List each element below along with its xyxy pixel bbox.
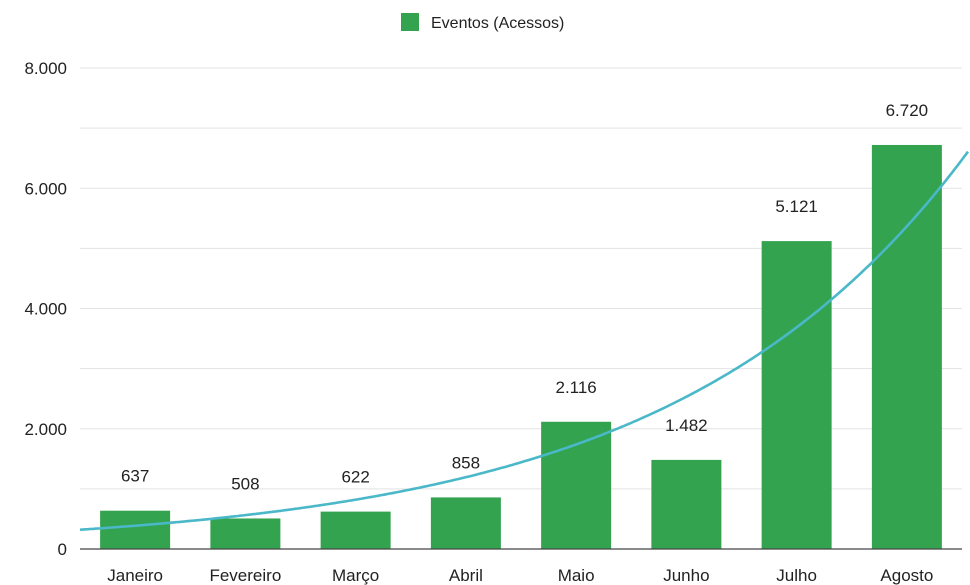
y-tick-label: 2.000 [24, 420, 67, 439]
x-tick-label: Maio [558, 566, 595, 585]
y-tick-labels: 0 2.000 4.000 6.000 8.000 [24, 59, 67, 559]
y-tick-label: 4.000 [24, 300, 67, 319]
data-label: 508 [231, 474, 259, 493]
bar-janeiro [100, 510, 171, 549]
bar-fevereiro [210, 518, 281, 549]
x-tick-label: Março [332, 566, 379, 585]
x-tick-label: Abril [449, 566, 483, 585]
data-label: 858 [452, 453, 480, 472]
data-labels: 637 508 622 858 2.116 1.482 5.121 6.720 [121, 101, 928, 493]
bar-maio [541, 421, 612, 549]
y-tick-label: 6.000 [24, 179, 67, 198]
legend-label: Eventos (Acessos) [431, 15, 564, 32]
x-tick-label: Junho [663, 566, 709, 585]
trendline [79, 150, 970, 531]
bar-junho [651, 459, 722, 549]
bar-março [320, 511, 391, 549]
x-tick-label: Agosto [880, 566, 933, 585]
legend: Eventos (Acessos) [401, 13, 564, 32]
bar-agosto [871, 144, 942, 549]
data-label: 1.482 [665, 416, 708, 435]
x-tick-label: Janeiro [107, 566, 163, 585]
bars [100, 144, 942, 550]
data-label: 2.116 [555, 378, 596, 397]
x-tick-label: Julho [776, 566, 817, 585]
y-tick-label: 8.000 [24, 59, 67, 78]
y-tick-label: 0 [58, 540, 67, 559]
trendline-group [79, 150, 970, 531]
bar-julho [761, 241, 832, 550]
data-label: 5.121 [775, 197, 818, 216]
gridlines [80, 67, 962, 490]
data-label: 622 [341, 468, 369, 487]
legend-swatch [401, 13, 419, 31]
bar-abril [430, 497, 501, 549]
x-tick-label: Fevereiro [209, 566, 281, 585]
data-label: 6.720 [886, 101, 929, 120]
data-label: 637 [121, 467, 149, 486]
x-tick-labels: Janeiro Fevereiro Março Abril Maio Junho Julho… [107, 566, 933, 585]
